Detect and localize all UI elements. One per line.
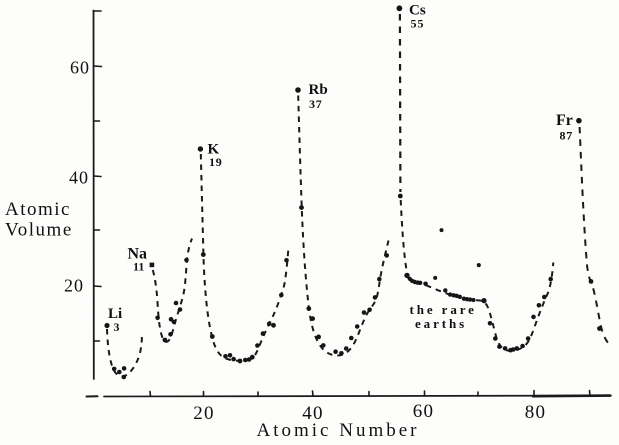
svg-text:80: 80	[525, 402, 546, 423]
svg-text:19: 19	[209, 155, 223, 169]
svg-text:Fr: Fr	[556, 112, 573, 129]
svg-text:Rb: Rb	[309, 82, 328, 98]
svg-text:Cs: Cs	[409, 3, 426, 19]
svg-text:Volume: Volume	[5, 220, 73, 241]
svg-text:20: 20	[193, 403, 214, 424]
svg-text:earths: earths	[415, 316, 467, 331]
svg-text:Li: Li	[108, 306, 122, 322]
svg-text:K: K	[208, 142, 220, 158]
svg-text:the rare: the rare	[410, 302, 477, 317]
svg-text:40: 40	[69, 168, 89, 188]
svg-text:3: 3	[114, 320, 120, 334]
svg-text:60: 60	[70, 58, 90, 78]
svg-text:87: 87	[560, 129, 574, 143]
svg-text:55: 55	[411, 17, 425, 31]
svg-text:Na: Na	[128, 246, 148, 263]
svg-text:Atomic: Atomic	[5, 199, 71, 220]
svg-text:11: 11	[133, 260, 144, 274]
svg-text:20: 20	[64, 276, 84, 296]
svg-text:37: 37	[309, 97, 323, 111]
svg-text:40: 40	[302, 403, 323, 424]
svg-text:Atomic Number: Atomic Number	[256, 420, 419, 441]
svg-text:60: 60	[413, 401, 434, 422]
